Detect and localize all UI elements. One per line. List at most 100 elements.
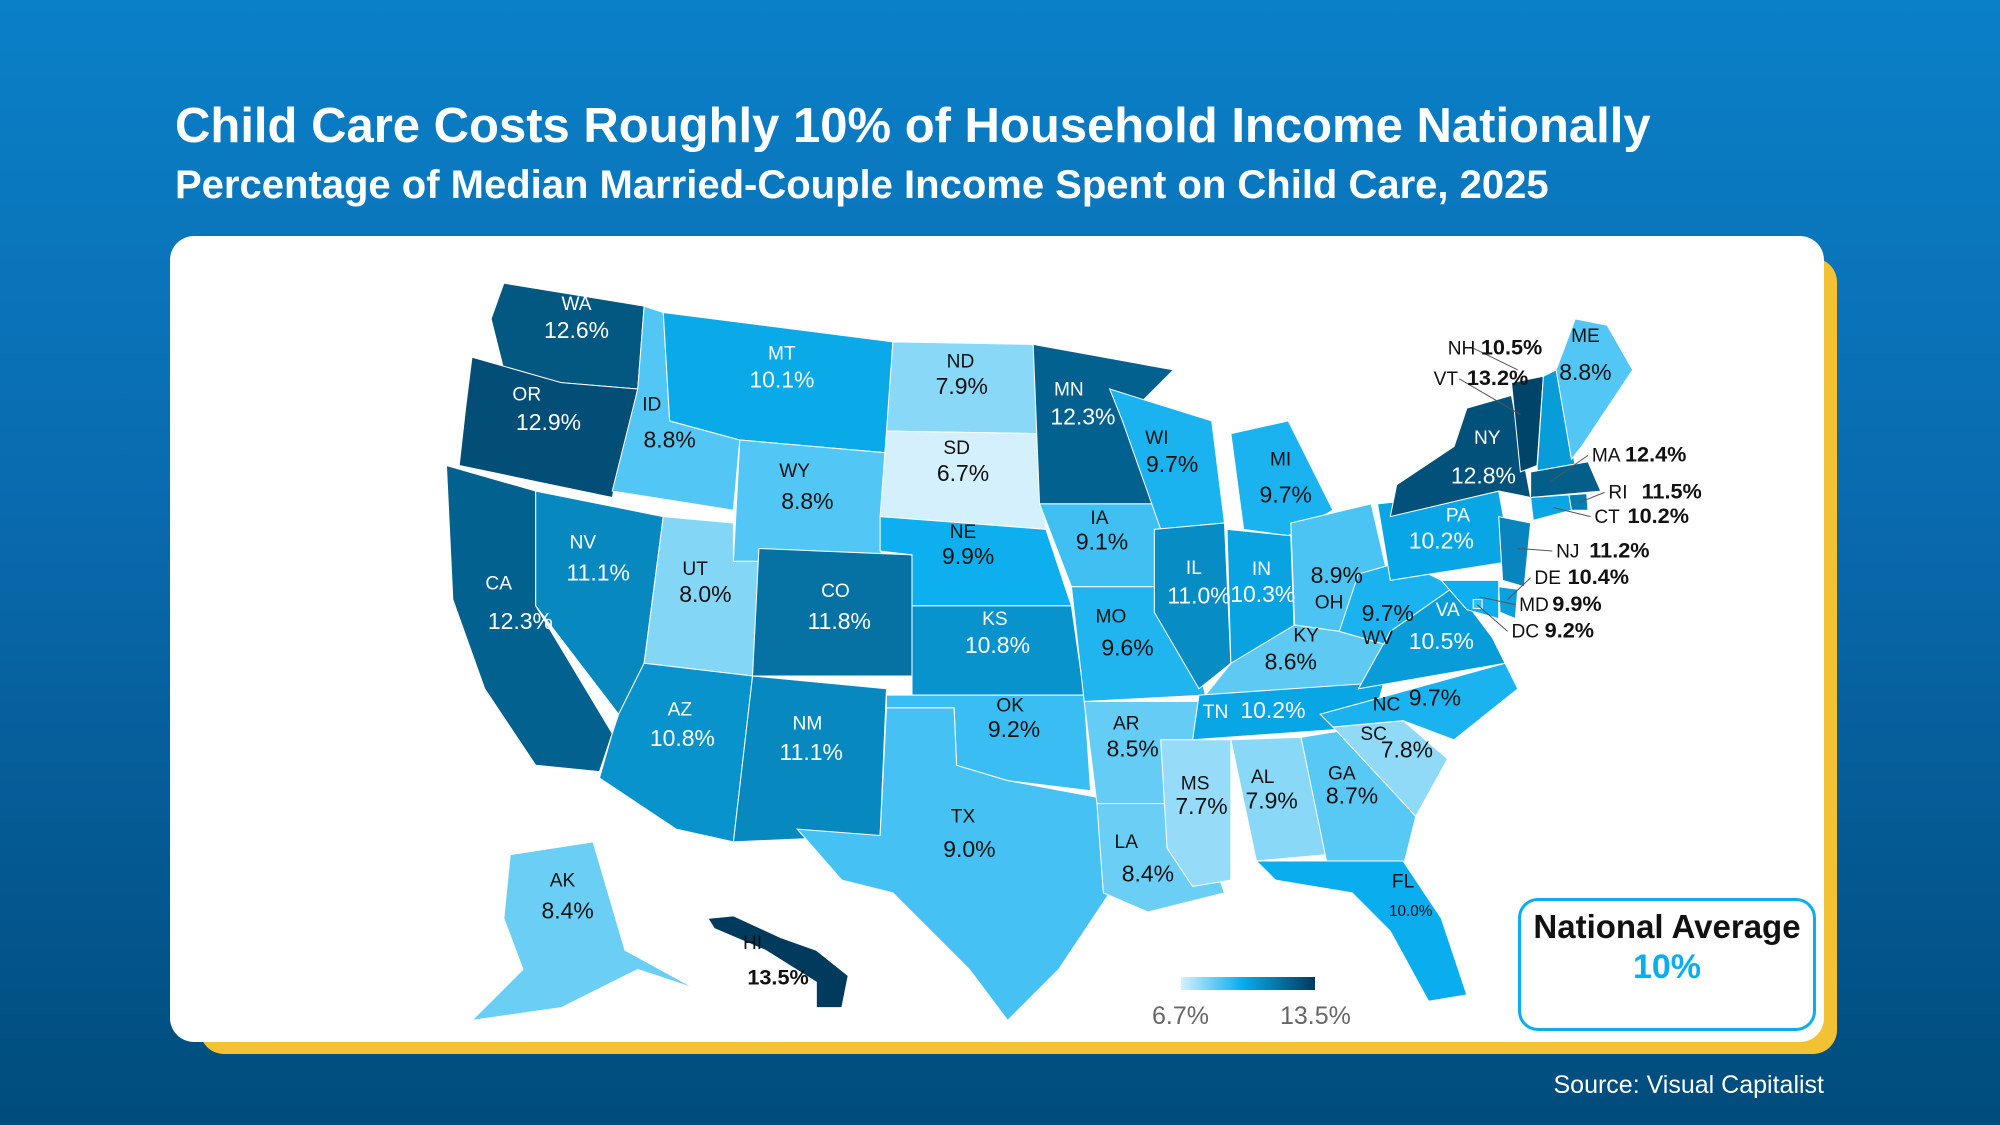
state-label-sd: SD [943,438,970,459]
state-label-vt: VT [1434,369,1459,390]
state-label-de: DE [1534,568,1561,589]
state-value-ne: 9.9% [942,543,994,569]
state-tx [795,707,1111,1022]
state-label-nd: ND [947,351,975,372]
state-value-mi: 9.7% [1260,482,1312,508]
state-label-dc: DC [1511,622,1539,643]
state-value-mt: 10.1% [749,367,814,393]
state-value-ut: 8.0% [679,581,731,607]
state-label-la: LA [1115,832,1139,853]
state-label-ny: NY [1474,428,1501,449]
state-label-id: ID [642,395,661,416]
state-label-ak: AK [550,870,576,891]
state-label-ok: OK [996,696,1024,717]
state-value-or: 12.9% [516,409,581,435]
state-label-fl: FL [1392,872,1414,893]
state-label-wv: WV [1362,628,1393,649]
state-value-nj: 11.2% [1589,537,1649,562]
state-value-id: 8.8% [643,427,695,453]
state-value-va: 10.5% [1409,628,1474,654]
page-title: Child Care Costs Roughly 10% of Househol… [175,99,1651,153]
state-value-ma: 12.4% [1625,442,1686,467]
legend-min-label: 6.7% [1152,1002,1209,1030]
state-label-nm: NM [793,714,823,735]
state-value-vt: 13.2% [1467,365,1528,390]
state-value-ar: 8.5% [1107,735,1159,761]
national-average-label: National Average [1533,908,1801,945]
leader-line-vt [1458,378,1521,415]
state-or [458,356,639,499]
state-label-va: VA [1436,600,1460,621]
state-value-ks: 10.8% [965,632,1030,658]
state-value-wi: 9.7% [1146,451,1198,477]
state-value-oh: 8.9% [1311,562,1363,588]
state-label-mn: MN [1054,379,1084,400]
state-label-nv: NV [570,532,597,553]
state-value-ky: 8.6% [1265,649,1317,675]
state-label-me: ME [1571,326,1600,347]
state-label-ut: UT [682,559,708,580]
leader-line-md [1479,596,1516,606]
state-label-sc: SC [1360,724,1387,745]
state-value-ok: 9.2% [988,716,1040,742]
state-label-hi: HI [743,933,762,954]
leader-line-ri [1578,491,1605,504]
state-value-de: 10.4% [1568,564,1629,589]
national-average-box: National Average 10% [1518,898,1816,1031]
state-label-or: OR [512,385,541,406]
national-average-value: 10% [1632,948,1702,986]
state-label-mt: MT [768,344,796,365]
state-label-ne: NE [950,522,977,543]
leader-line-dc [1476,604,1508,632]
state-value-nv: 11.1% [567,559,630,585]
leader-line-nj [1517,547,1553,552]
legend-max-label: 13.5% [1280,1002,1351,1030]
state-value-ct: 10.2% [1628,503,1689,528]
state-label-ri: RI [1608,483,1627,504]
state-ms [1160,739,1232,888]
state-label-ct: CT [1594,507,1620,528]
state-label-oh: OH [1315,592,1344,613]
state-value-md: 9.9% [1552,591,1601,616]
state-value-co: 11.8% [808,608,871,634]
state-value-nd: 7.9% [936,373,988,399]
state-value-tn: 10.2% [1240,697,1305,723]
state-dc [1472,598,1483,609]
state-value-mo: 9.6% [1101,635,1153,661]
state-label-tx: TX [951,807,976,828]
state-value-nh: 10.5% [1481,335,1542,360]
state-md [1440,579,1500,620]
state-label-mo: MO [1096,606,1127,627]
state-value-la: 8.4% [1122,860,1174,886]
state-value-tx: 9.0% [943,836,995,862]
state-value-pa: 10.2% [1409,527,1474,553]
state-ri [1568,493,1589,511]
state-value-ms: 7.7% [1175,793,1227,819]
state-label-tn: TN [1203,702,1229,723]
state-hi [707,915,849,1009]
state-value-ak: 8.4% [541,897,593,923]
state-label-il: IL [1186,558,1202,579]
state-label-co: CO [821,581,850,602]
state-label-ms: MS [1181,774,1210,795]
state-ma [1530,461,1602,499]
page-subtitle: Percentage of Median Married-Couple Inco… [175,163,1549,207]
state-ct [1530,494,1573,522]
state-value-wv: 9.7% [1362,600,1414,626]
state-value-mn: 12.3% [1050,404,1115,430]
state-label-ca: CA [485,573,512,594]
state-value-ga: 8.7% [1326,783,1378,809]
state-label-ga: GA [1328,763,1356,784]
state-value-ny: 12.8% [1451,462,1516,488]
state-label-ia: IA [1090,508,1108,529]
state-label-mi: MI [1270,450,1291,471]
state-value-me: 8.8% [1559,359,1611,385]
leader-line-ma [1549,454,1589,483]
state-value-wa: 12.6% [544,317,609,343]
state-value-in: 10.3% [1230,581,1295,607]
state-label-ky: KY [1293,626,1319,647]
state-value-il: 11.0% [1167,582,1230,608]
state-value-ia: 9.1% [1076,529,1128,555]
state-value-dc: 9.2% [1545,618,1594,643]
state-label-wi: WI [1145,428,1168,449]
